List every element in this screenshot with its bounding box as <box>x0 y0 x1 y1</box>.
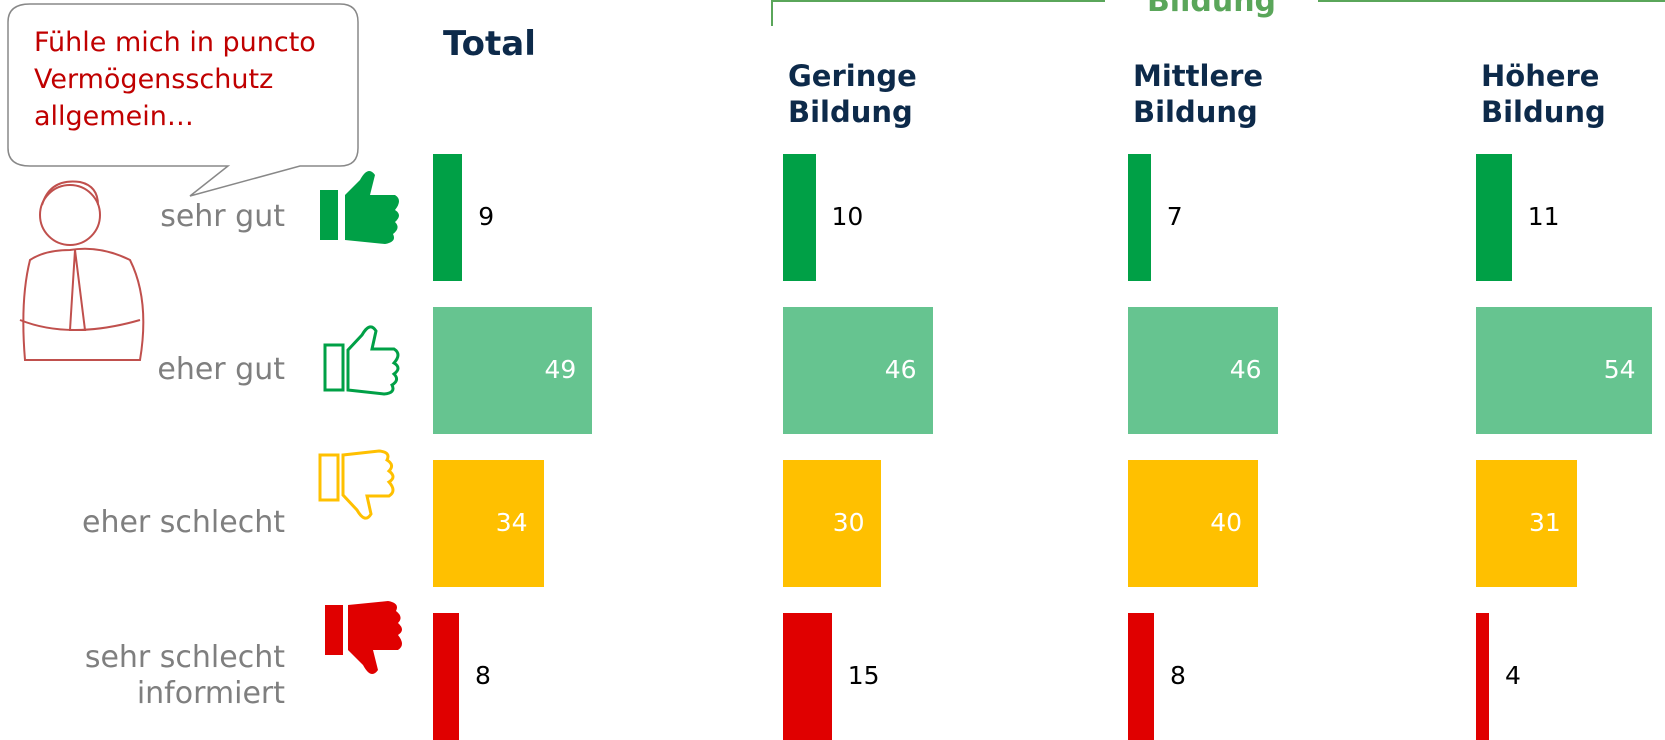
value-label: 8 <box>1170 661 1186 691</box>
callout-text: Fühle mich in puncto Vermögensschutz all… <box>34 24 344 135</box>
value-label: 11 <box>1528 202 1560 232</box>
value-label: 8 <box>475 661 491 691</box>
value-label: 15 <box>848 661 880 691</box>
value-label: 31 <box>1476 508 1561 538</box>
thumb-icons <box>320 171 402 674</box>
value-label: 4 <box>1505 661 1521 691</box>
category-label: sehr gut <box>60 199 285 235</box>
series-header: Total <box>443 26 593 62</box>
bar <box>1128 613 1154 740</box>
bar <box>783 154 816 281</box>
value-label: 46 <box>783 355 917 385</box>
series-header: Mittlere Bildung <box>1133 58 1283 130</box>
category-label: eher schlecht <box>60 505 285 541</box>
value-label: 54 <box>1476 355 1636 385</box>
value-label: 9 <box>478 202 494 232</box>
value-label: 40 <box>1128 508 1242 538</box>
bar <box>1476 613 1489 740</box>
series-header: Höhere Bildung <box>1481 58 1631 130</box>
value-label: 7 <box>1167 202 1183 232</box>
bar <box>433 613 459 740</box>
bar <box>1476 154 1512 281</box>
value-label: 34 <box>433 508 528 538</box>
series-header: Geringe Bildung <box>788 58 938 130</box>
category-label: eher gut <box>60 352 285 388</box>
value-label: 46 <box>1128 355 1262 385</box>
value-label: 10 <box>832 202 864 232</box>
page: {"chart_data": {"type": "bar", "callout"… <box>0 0 1665 739</box>
bar <box>433 154 462 281</box>
value-label: 30 <box>783 508 865 538</box>
group-label: Bildung <box>1105 0 1318 19</box>
category-label: sehr schlecht informiert <box>20 640 285 712</box>
bar <box>783 613 832 740</box>
bar <box>1128 154 1151 281</box>
value-label: 49 <box>433 355 576 385</box>
